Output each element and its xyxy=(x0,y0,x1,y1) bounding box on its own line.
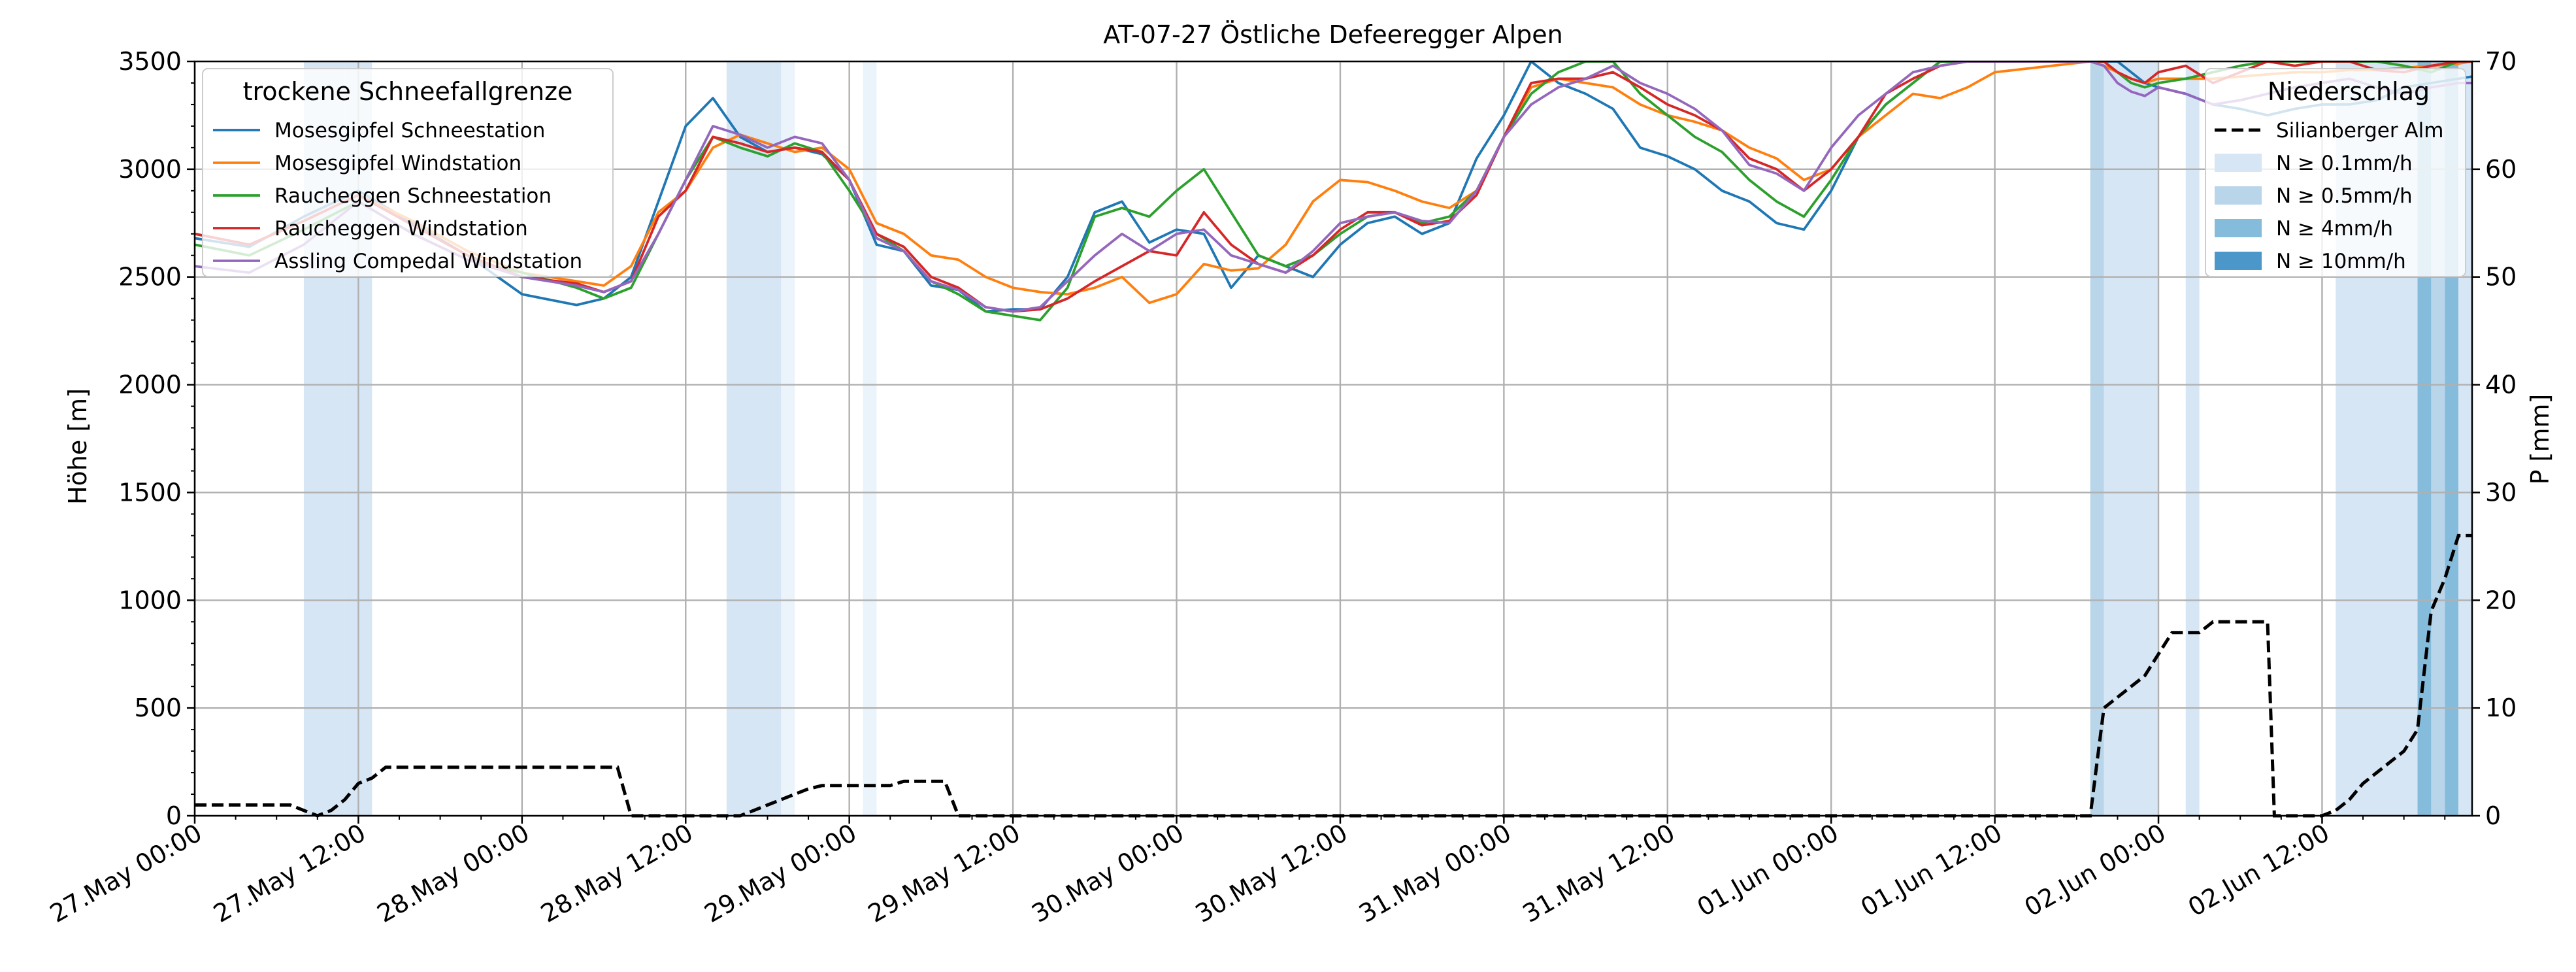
y2-tick-label: 40 xyxy=(2485,371,2517,399)
legend-left-label: Mosesgipfel Windstation xyxy=(274,152,521,175)
legend-right-swatch xyxy=(2215,252,2262,270)
y-tick-label: 1500 xyxy=(118,478,182,507)
y-tick-label: 2500 xyxy=(118,263,182,292)
legend-right-title: Niederschlag xyxy=(2268,77,2430,106)
y2-tick-label: 70 xyxy=(2485,47,2517,76)
y2-tick-label: 10 xyxy=(2485,694,2517,722)
y2-tick-label: 30 xyxy=(2485,478,2517,507)
y-tick-label: 1000 xyxy=(118,586,182,614)
chart-title: AT-07-27 Östliche Defeeregger Alpen xyxy=(1103,20,1563,49)
series-line xyxy=(195,61,2472,313)
precip-band xyxy=(2104,61,2159,816)
legend-right: Niederschlag Silianberger Alm N ≥ 0.1mm/h N… xyxy=(2205,68,2466,277)
y-axis-label: Höhe [m] xyxy=(63,388,92,505)
legend-right-swatch xyxy=(2215,219,2262,237)
y2-tick-label: 0 xyxy=(2485,801,2501,830)
legend-left-box xyxy=(202,68,614,277)
y-tick-label: 2000 xyxy=(118,371,182,399)
legend-right-label: N ≥ 0.5mm/h xyxy=(2276,184,2413,208)
y2-tick-label: 50 xyxy=(2485,263,2517,292)
y-tick-label: 3000 xyxy=(118,155,182,184)
precip-band xyxy=(781,61,795,816)
precip-band xyxy=(2090,61,2104,816)
legend-right-swatch xyxy=(2215,186,2262,205)
legend-right-label: N ≥ 4mm/h xyxy=(2276,217,2393,241)
y2-tick-label: 60 xyxy=(2485,155,2517,184)
y-tick-label: 3500 xyxy=(118,47,182,76)
precip-band xyxy=(726,61,782,816)
legend-left: trockene Schneefallgrenze Mosesgipfel Sch… xyxy=(202,68,614,277)
legend-right-label: N ≥ 10mm/h xyxy=(2276,250,2406,273)
y-tick-label: 500 xyxy=(134,694,182,722)
series-line xyxy=(195,61,2472,313)
plot-frame xyxy=(193,60,2473,817)
legend-right-label: Silianberger Alm xyxy=(2276,119,2443,142)
legend-right-label: N ≥ 0.1mm/h xyxy=(2276,152,2413,175)
precip-band xyxy=(863,61,877,816)
legend-left-title: trockene Schneefallgrenze xyxy=(243,77,573,106)
y2-tick-label: 20 xyxy=(2485,586,2517,614)
legend-left-label: Assling Compedal Windstation xyxy=(274,250,582,273)
legend-right-swatch xyxy=(2215,154,2262,172)
precip-band xyxy=(2185,61,2200,816)
legend-left-label: Raucheggen Schneestation xyxy=(274,184,552,208)
y2-axis-label: P [mm] xyxy=(2526,394,2554,485)
y-tick-label: 0 xyxy=(166,801,182,830)
series-lines xyxy=(195,61,2472,322)
legend-left-label: Mosesgipfel Schneestation xyxy=(274,119,545,142)
series-line xyxy=(195,61,2472,322)
legend-right-box xyxy=(2205,68,2466,277)
legend-left-label: Raucheggen Windstation xyxy=(274,217,528,241)
